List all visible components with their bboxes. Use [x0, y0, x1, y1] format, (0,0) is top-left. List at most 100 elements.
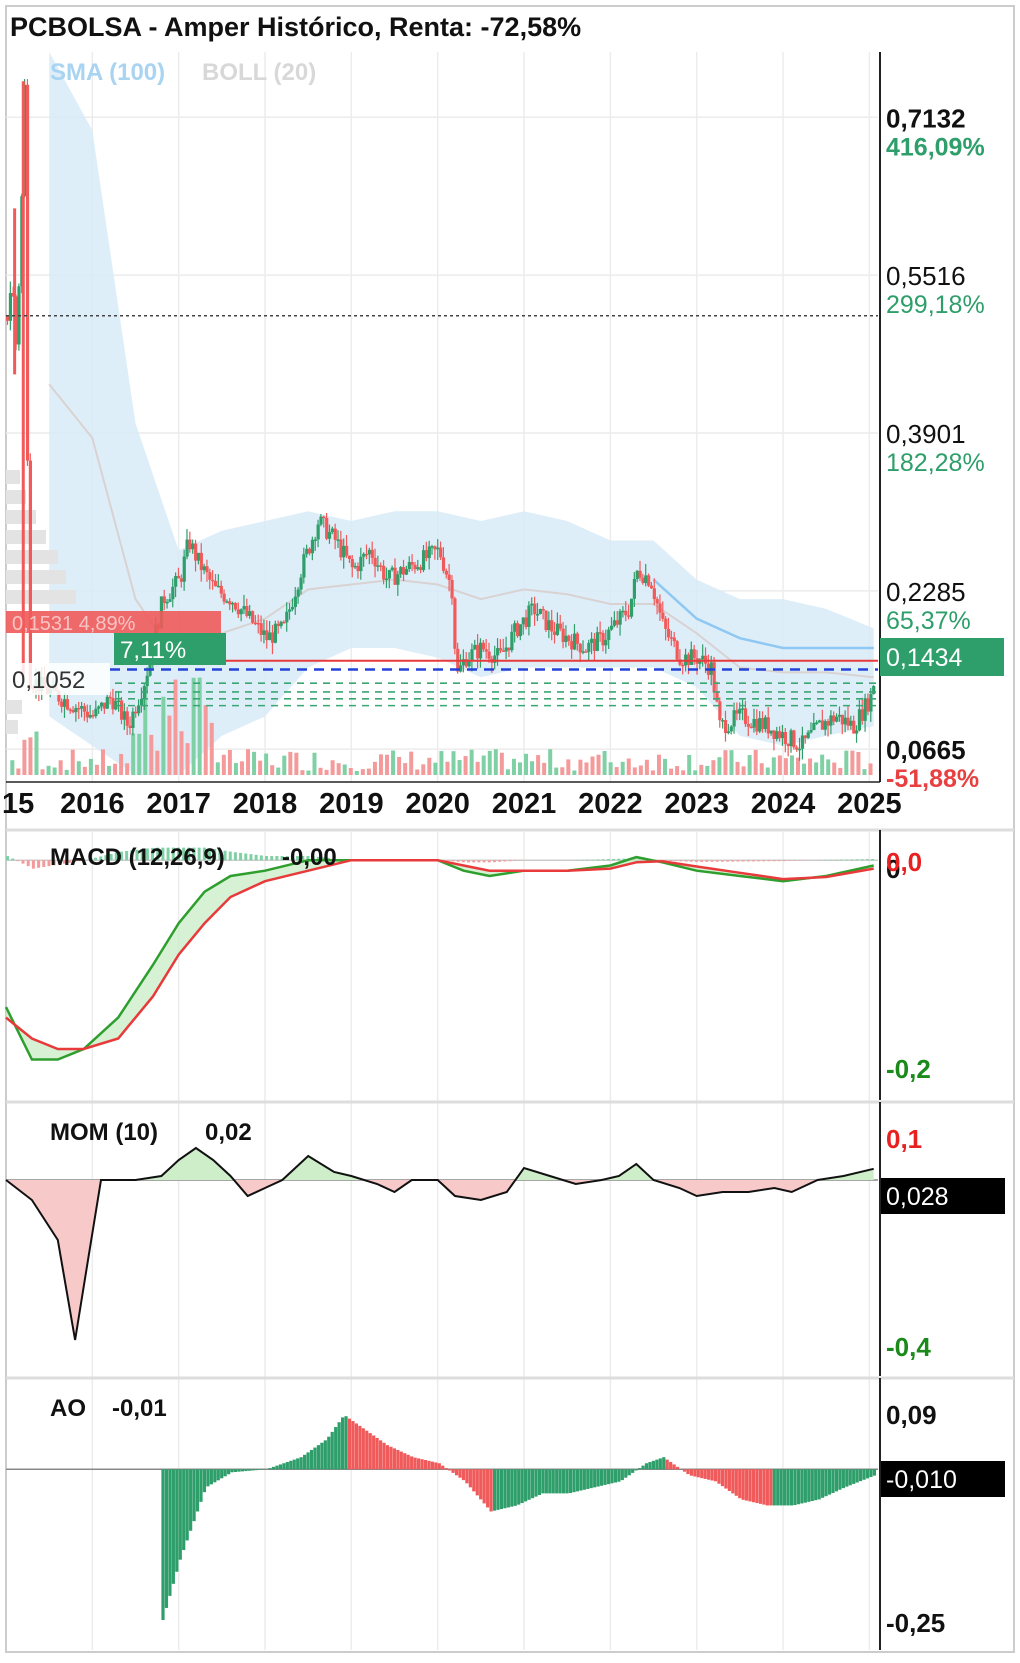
ao-bar — [179, 1469, 182, 1559]
candle-body — [26, 85, 29, 461]
ao-bar — [300, 1457, 303, 1469]
candle-body — [402, 567, 405, 575]
ao-axis-bottom: -0,25 — [886, 1608, 945, 1638]
ao-bar — [282, 1463, 285, 1469]
candle-body — [550, 620, 553, 631]
candle-body — [359, 557, 362, 571]
legend-sma[interactable]: SMA (100) — [50, 59, 165, 86]
candle-body — [869, 694, 872, 712]
volume-bar — [222, 755, 226, 775]
volume-bar — [808, 759, 812, 775]
macd-hist-bar — [612, 859, 615, 860]
candle-body — [396, 574, 399, 585]
ao-bar — [351, 1421, 354, 1469]
candle-body — [849, 721, 852, 726]
candle-body — [223, 594, 226, 602]
candle-body — [744, 708, 747, 724]
candle-body — [610, 626, 613, 630]
candle-body — [690, 649, 693, 665]
ao-bar — [424, 1460, 427, 1469]
volume-bar — [711, 760, 715, 775]
ao-bar — [610, 1469, 613, 1483]
ao-bar — [648, 1462, 651, 1469]
candle-body — [60, 702, 63, 707]
ao-bar — [355, 1423, 358, 1469]
ao-bar — [717, 1469, 720, 1483]
candle-body — [650, 586, 653, 589]
volume-bar — [397, 757, 401, 775]
candle-body — [864, 698, 867, 721]
ao-bar — [631, 1469, 634, 1473]
volume-bar — [693, 770, 697, 775]
candle-body — [527, 606, 530, 627]
volume-bar — [584, 762, 588, 775]
volume-bar — [451, 751, 455, 775]
candle-body — [342, 546, 345, 557]
ao-bar — [748, 1469, 751, 1501]
ao-bar — [569, 1469, 572, 1493]
volume-bar — [186, 743, 190, 775]
macd-hist-bar — [711, 860, 714, 862]
volume-bar — [542, 763, 546, 775]
volume-bar — [832, 763, 836, 775]
candle-body — [408, 562, 411, 569]
volume-bar — [95, 765, 99, 775]
candle-body — [579, 644, 582, 653]
ao-bar — [476, 1469, 479, 1495]
candle-body — [439, 548, 442, 558]
ao-bar — [327, 1437, 330, 1470]
volume-bar — [270, 765, 274, 775]
ao-bar — [521, 1469, 524, 1503]
volume-bar — [343, 764, 347, 775]
ao-bar — [230, 1469, 233, 1472]
ao-bar — [607, 1469, 610, 1484]
ao-bar — [165, 1469, 168, 1608]
macd-hist-bar — [260, 855, 263, 860]
ao-bar — [776, 1469, 779, 1505]
ao-bar — [275, 1466, 278, 1470]
ao-bar — [617, 1469, 620, 1481]
candle-body — [257, 623, 260, 625]
candle-body — [328, 532, 331, 539]
ao-bar — [255, 1469, 258, 1470]
ao-bar — [786, 1469, 789, 1505]
candle-body — [405, 569, 408, 574]
candle-body — [627, 615, 630, 617]
candle-body — [336, 539, 339, 541]
ao-bar — [655, 1460, 658, 1470]
candle-body — [547, 620, 550, 630]
year-2025: 2025 — [837, 788, 902, 820]
candle-body — [482, 643, 485, 650]
volume-bar — [252, 752, 256, 775]
candle-body — [730, 726, 733, 731]
volume-bar — [89, 759, 93, 775]
ao-bar — [652, 1461, 655, 1469]
ao-bar — [800, 1469, 803, 1503]
volume-bar — [373, 762, 377, 775]
ao-bar — [403, 1453, 406, 1469]
ao-bar — [324, 1440, 327, 1469]
candle-body — [641, 578, 644, 583]
candle-body — [661, 613, 664, 619]
candle-body — [419, 567, 422, 570]
candle-body — [354, 566, 357, 568]
legend-boll[interactable]: BOLL (20) — [202, 59, 316, 86]
candle-body — [285, 612, 288, 623]
ao-bar — [234, 1469, 237, 1472]
candle-body — [792, 730, 795, 747]
volume-bar — [838, 768, 842, 775]
ao-bar — [217, 1469, 220, 1480]
candle-body — [858, 709, 861, 730]
ao-bar — [842, 1469, 845, 1488]
volume-bar — [300, 770, 304, 775]
macd-hist-bar — [275, 856, 278, 860]
candle-body — [277, 624, 280, 626]
ao-bar — [686, 1469, 689, 1474]
candle-body — [755, 719, 758, 732]
ao-bar — [296, 1458, 299, 1469]
volume-bar — [439, 751, 443, 775]
ao-bar — [172, 1469, 175, 1584]
ao-bar — [358, 1426, 361, 1469]
candle-body — [593, 639, 596, 651]
